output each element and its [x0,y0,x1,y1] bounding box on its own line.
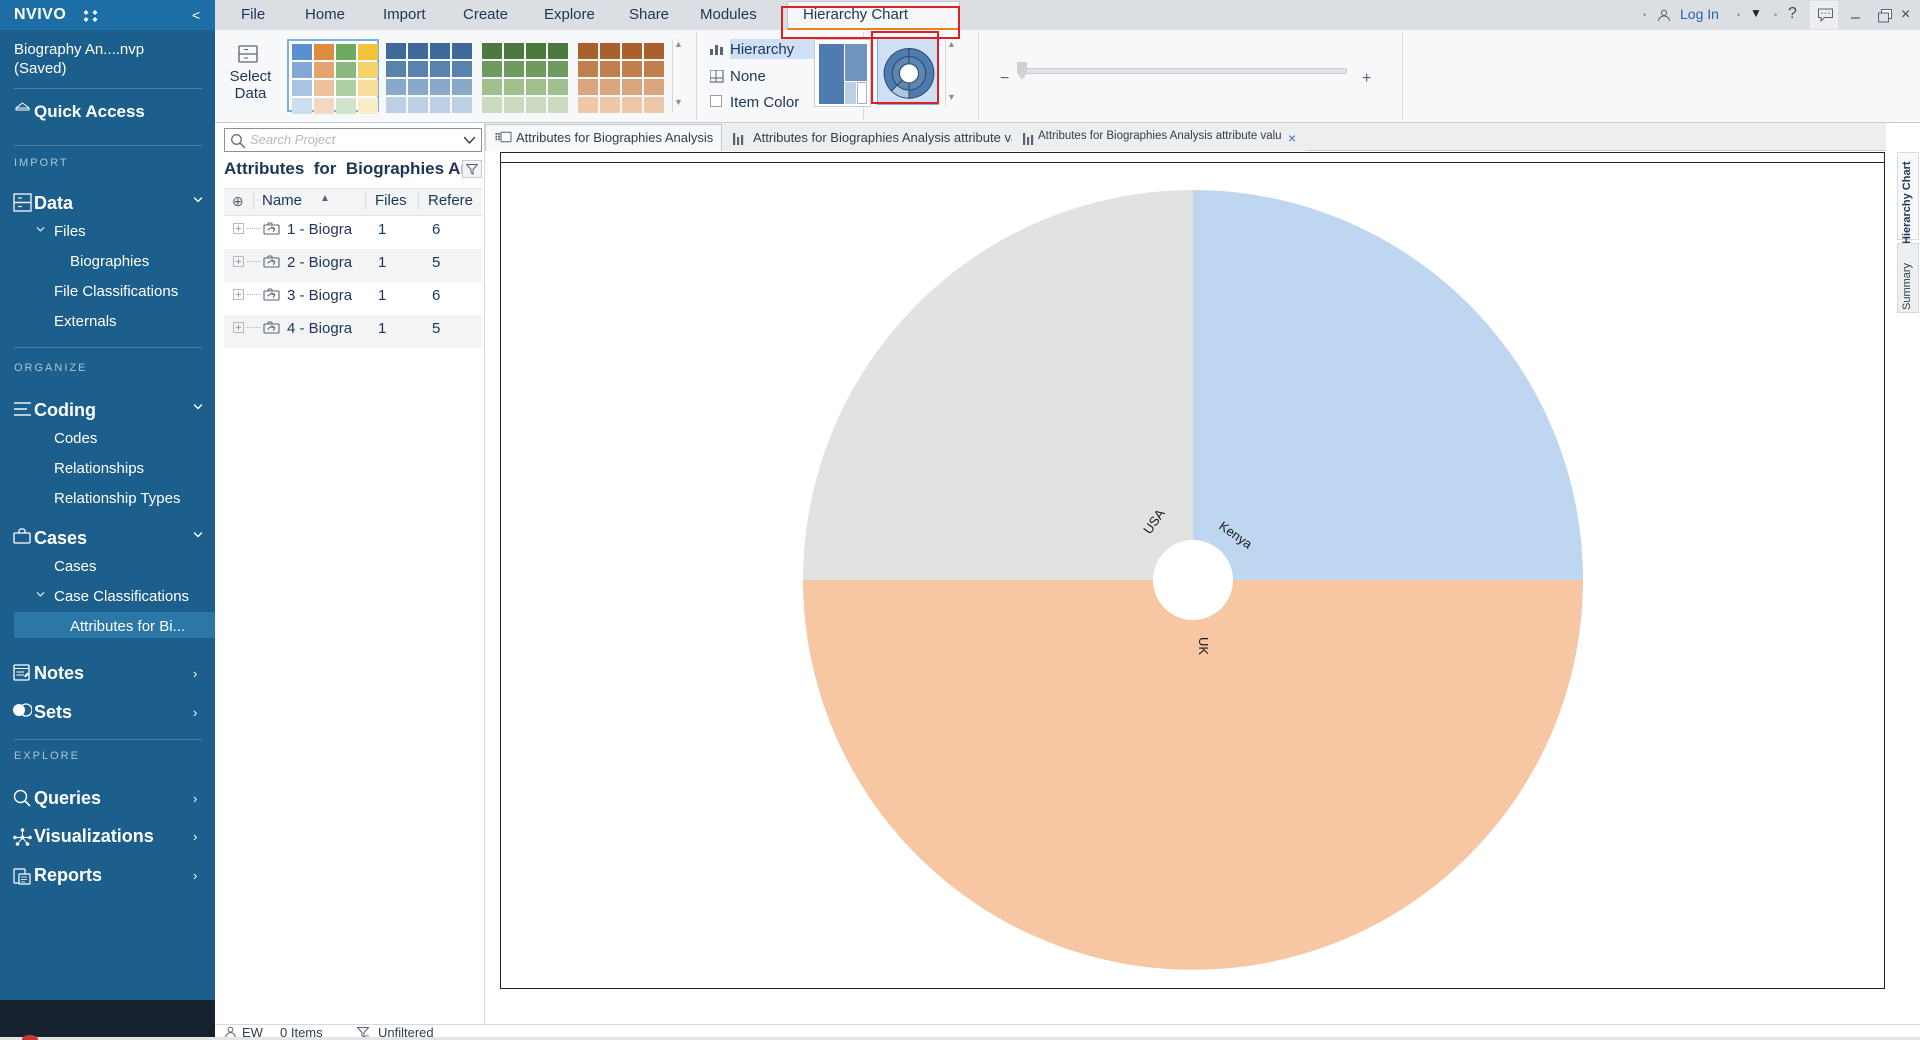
svg-text:UK: UK [1196,637,1211,655]
